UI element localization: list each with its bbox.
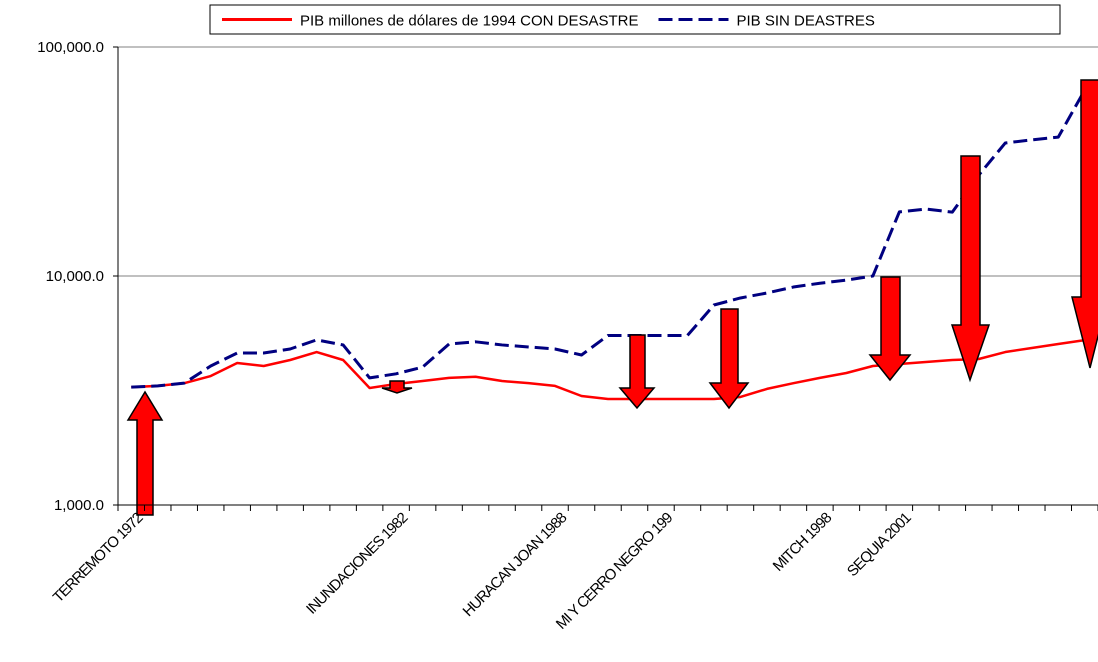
legend-box bbox=[209, 4, 1061, 35]
arrow bbox=[868, 276, 912, 382]
legend-label: PIB SIN DEASTRES bbox=[737, 13, 875, 30]
arrow bbox=[1071, 79, 1098, 369]
arrow bbox=[618, 334, 656, 410]
y-tick-label: 1,000.0 bbox=[54, 497, 104, 514]
arrow bbox=[126, 390, 164, 516]
disaster-arrows bbox=[126, 79, 1098, 516]
x-tick-label: SEQUIA 2001 bbox=[844, 509, 915, 580]
y-tick-label: 10,000.0 bbox=[46, 268, 104, 285]
arrow bbox=[708, 308, 750, 410]
arrow bbox=[381, 380, 413, 394]
series-line bbox=[131, 338, 1085, 401]
arrow bbox=[950, 155, 991, 383]
x-tick-label: TERREMOTO 1972 bbox=[50, 509, 147, 606]
series-line bbox=[131, 89, 1087, 389]
x-tick-label: INUNDACIONES 1982 bbox=[303, 509, 411, 617]
legend-label: PIB millones de dólares de 1994 CON DESA… bbox=[300, 13, 639, 30]
x-tick-label: MI Y CERRO NEGRO 199 bbox=[553, 509, 676, 632]
x-tick-label: MITCH 1998 bbox=[770, 509, 836, 575]
x-tick-label: HURACAN JOAN 1988 bbox=[460, 509, 571, 620]
y-tick-label: 100,000.0 bbox=[37, 39, 104, 56]
